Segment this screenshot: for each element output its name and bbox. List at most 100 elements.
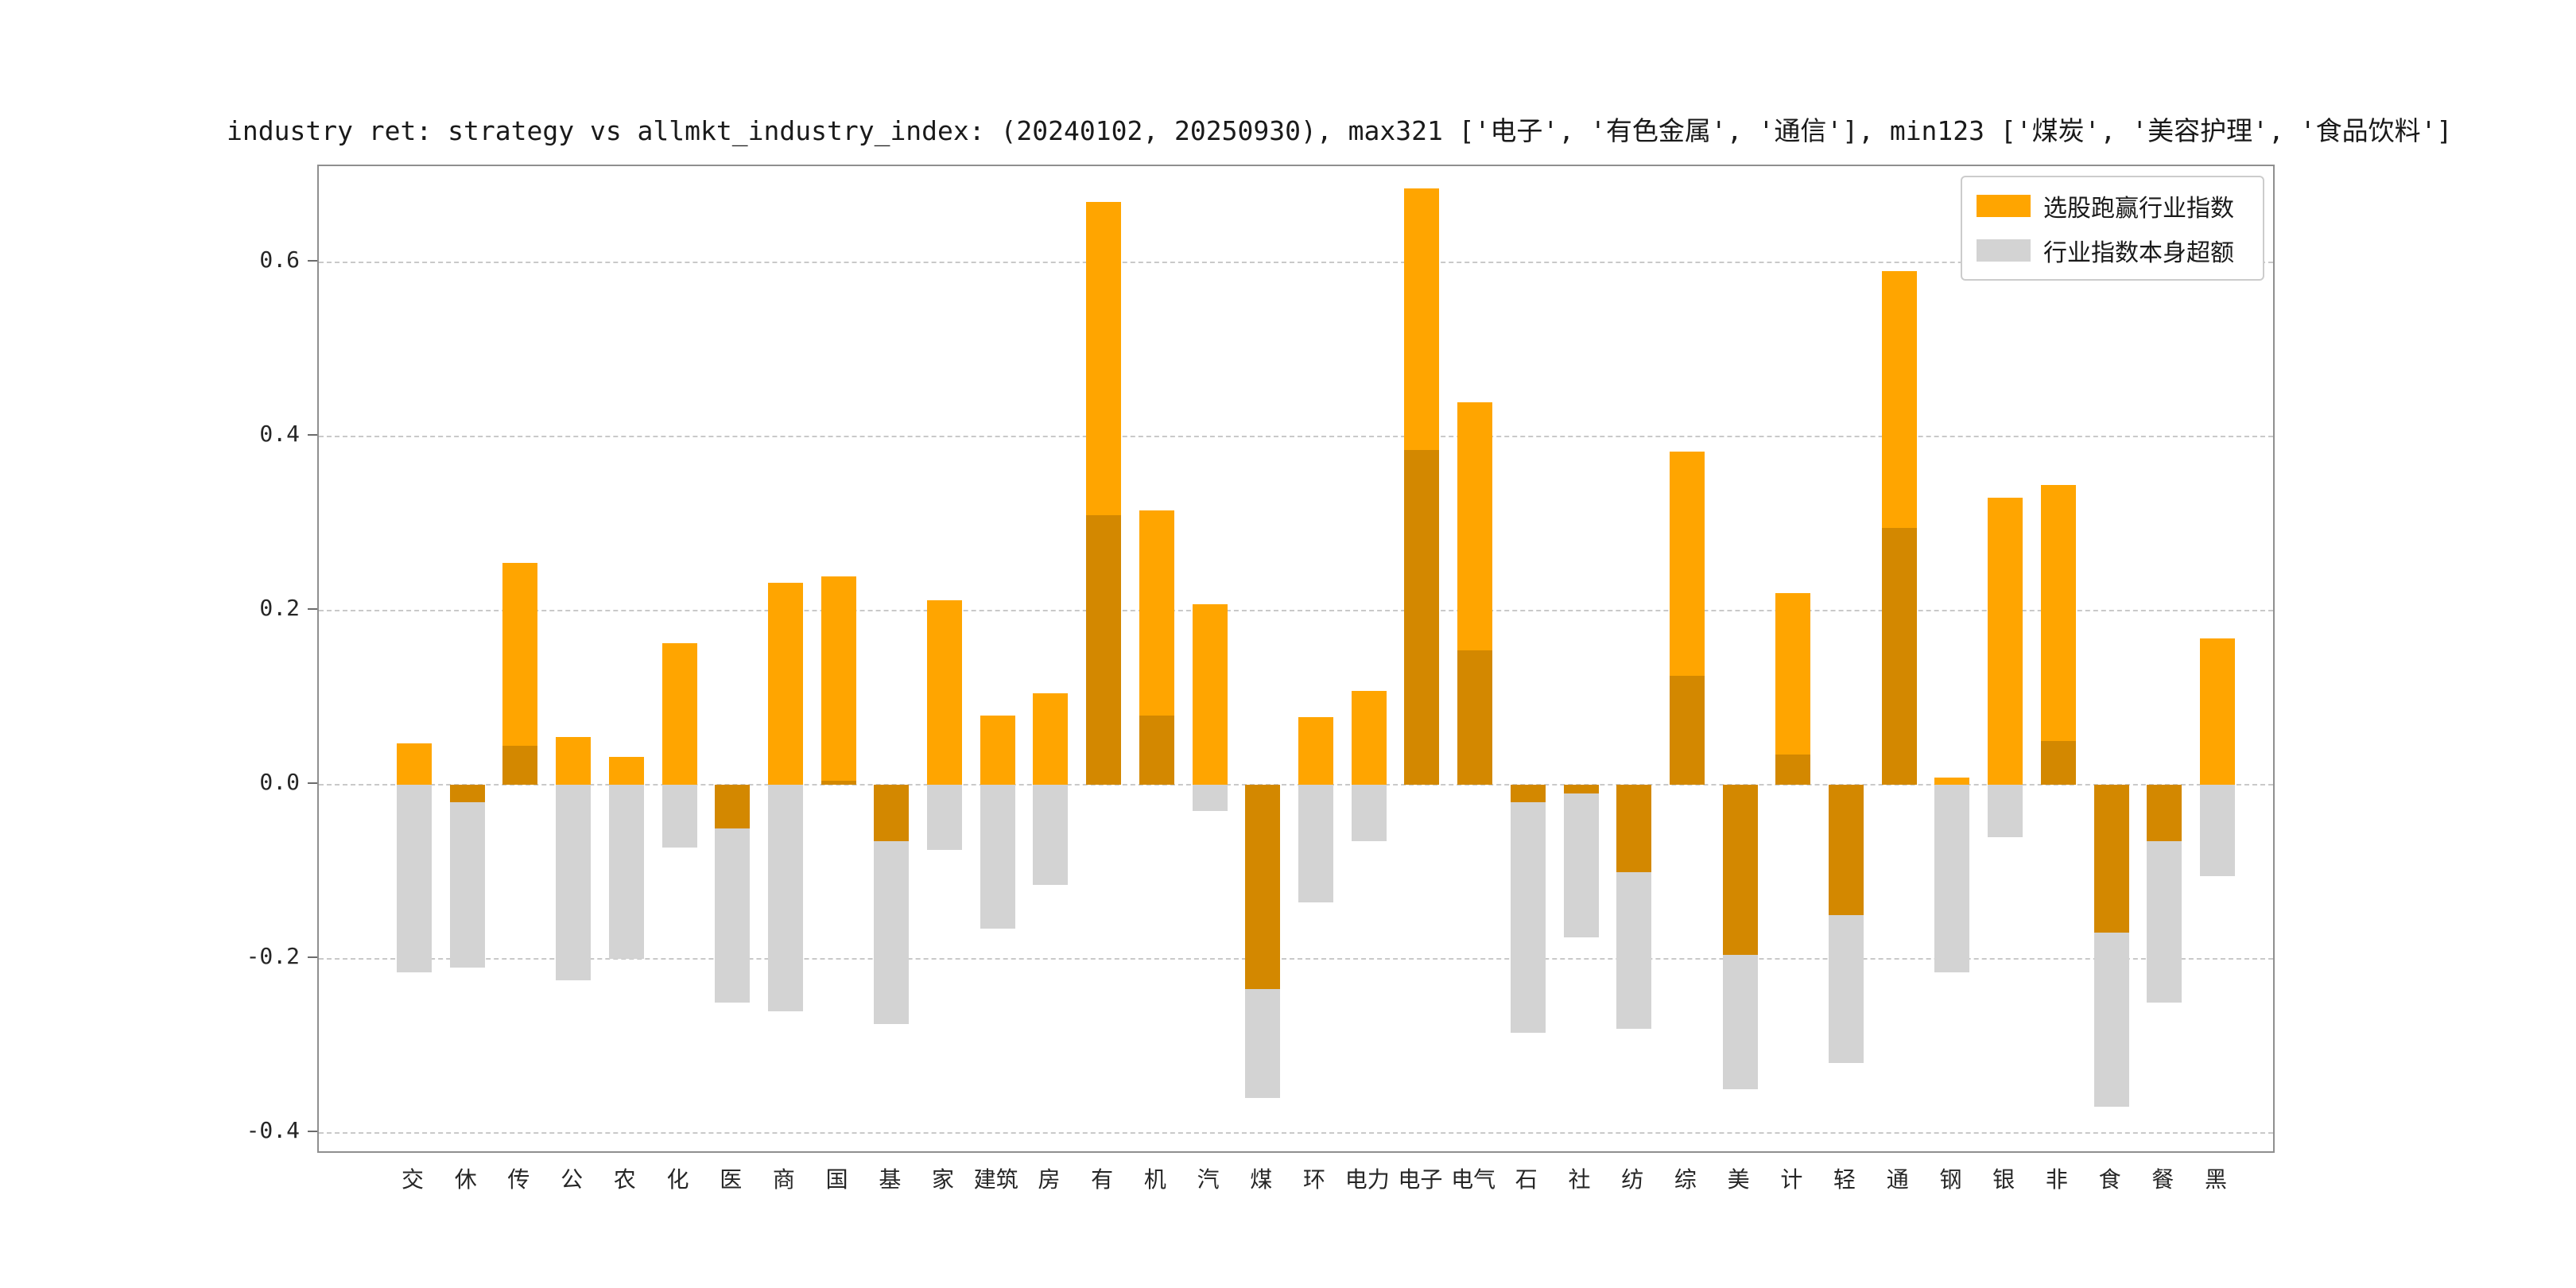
bar-strategy-电子 (1404, 188, 1440, 786)
bar-strategy-建筑 (980, 715, 1015, 786)
y-tick-mark (308, 782, 317, 785)
bar-index-黑 (2200, 785, 2235, 877)
chart-title: industry ret: strategy vs allmkt_industr… (227, 115, 2453, 146)
bar-index-休 (449, 785, 485, 968)
bar-strategy-社 (1563, 785, 1599, 794)
x-tick-label: 公 (561, 1166, 584, 1193)
bar-index-银 (1988, 785, 2023, 837)
x-tick-label: 有 (1091, 1166, 1114, 1193)
x-tick-label: 环 (1302, 1166, 1325, 1193)
x-tick-label: 计 (1780, 1166, 1803, 1193)
bar-strategy-纺 (1616, 785, 1652, 872)
gridline (319, 262, 2273, 264)
bar-index-商 (767, 785, 803, 1011)
y-tick-mark (308, 608, 317, 611)
x-tick-label: 基 (879, 1166, 902, 1193)
bar-index-农 (608, 785, 644, 960)
bar-strategy-环 (1298, 716, 1333, 786)
x-tick-label: 交 (401, 1166, 424, 1193)
gridline (319, 610, 2273, 612)
x-tick-label: 美 (1727, 1166, 1750, 1193)
x-tick-label: 社 (1568, 1166, 1591, 1193)
x-tick-label: 房 (1038, 1166, 1061, 1193)
bar-strategy-房 (1033, 693, 1069, 786)
bar-index-石 (1510, 785, 1546, 1034)
x-tick-label: 黑 (2204, 1166, 2227, 1193)
x-tick-label: 汽 (1197, 1166, 1220, 1193)
legend-label: 行业指数本身超额 (2043, 239, 2234, 267)
bar-strategy-非 (2040, 484, 2076, 786)
y-tick-label: -0.2 (246, 943, 300, 970)
bar-strategy-国 (821, 576, 856, 786)
gridline (319, 1132, 2273, 1134)
x-tick-label: 商 (772, 1166, 795, 1193)
legend-swatch-orange-icon (1977, 195, 2031, 217)
bar-strategy-餐 (2147, 785, 2182, 842)
bar-strategy-农 (608, 757, 644, 786)
bar-index-交 (397, 785, 432, 972)
legend-item: 行业指数本身超额 (1977, 233, 2247, 268)
bar-strategy-汽 (1192, 603, 1228, 786)
y-tick-label: 0.4 (259, 421, 300, 448)
legend-item: 选股跑赢行业指数 (1977, 188, 2247, 223)
y-tick-mark (308, 260, 317, 262)
bar-strategy-传 (502, 563, 538, 786)
x-tick-label: 电子 (1398, 1166, 1443, 1193)
legend: 选股跑赢行业指数 行业指数本身超额 (1961, 176, 2264, 281)
x-tick-label: 建筑 (973, 1166, 1018, 1193)
bar-strategy-商 (767, 583, 803, 786)
bar-index-建筑 (980, 785, 1015, 929)
bar-strategy-化 (661, 642, 697, 786)
bar-index-公 (556, 785, 592, 981)
bar-index-社 (1563, 785, 1599, 937)
bar-strategy-有 (1086, 201, 1122, 786)
y-tick-mark (308, 956, 317, 959)
x-tick-label: 化 (666, 1166, 689, 1193)
x-tick-label: 餐 (2151, 1166, 2174, 1193)
x-tick-label: 休 (454, 1166, 477, 1193)
legend-swatch-gray-icon (1977, 239, 2031, 262)
x-tick-label: 家 (932, 1166, 955, 1193)
x-tick-label: 煤 (1250, 1166, 1273, 1193)
bar-strategy-基 (874, 785, 910, 842)
gridline (319, 784, 2273, 786)
legend-label: 选股跑赢行业指数 (2043, 195, 2234, 223)
bar-strategy-交 (397, 743, 432, 786)
y-tick-mark (308, 434, 317, 436)
bar-strategy-计 (1775, 593, 1811, 786)
x-tick-label: 通 (1886, 1166, 1909, 1193)
bar-strategy-公 (556, 737, 592, 786)
bar-strategy-机 (1139, 510, 1174, 786)
y-tick-mark (308, 1131, 317, 1132)
y-tick-label: -0.4 (246, 1117, 300, 1143)
bar-strategy-家 (927, 600, 963, 786)
bars-layer (319, 166, 2273, 1151)
bar-strategy-美 (1722, 785, 1758, 955)
x-tick-label: 钢 (1939, 1166, 1962, 1193)
bar-strategy-轻 (1829, 785, 1864, 916)
bar-strategy-钢 (1934, 778, 1970, 786)
x-tick-label: 机 (1143, 1166, 1166, 1193)
bar-strategy-通 (1881, 271, 1917, 786)
x-tick-label: 银 (1992, 1166, 2015, 1193)
bar-strategy-电力 (1351, 690, 1387, 786)
bar-strategy-医 (715, 785, 751, 828)
x-tick-label: 传 (507, 1166, 530, 1193)
x-tick-label: 石 (1515, 1166, 1538, 1193)
x-tick-label: 电气 (1451, 1166, 1496, 1193)
bar-index-汽 (1192, 785, 1228, 812)
bar-strategy-黑 (2200, 638, 2235, 786)
y-tick-label: 0.0 (259, 769, 300, 796)
x-tick-label: 电力 (1344, 1166, 1390, 1193)
x-tick-label: 农 (613, 1166, 636, 1193)
bar-strategy-食 (2093, 785, 2129, 933)
bar-index-家 (927, 785, 963, 851)
x-tick-label: 国 (825, 1166, 848, 1193)
x-tick-label: 非 (2045, 1166, 2068, 1193)
bar-strategy-煤 (1245, 785, 1281, 990)
plot-area (317, 165, 2275, 1153)
y-tick-label: 0.6 (259, 246, 300, 274)
bar-strategy-休 (449, 785, 485, 803)
bar-index-电力 (1351, 785, 1387, 842)
